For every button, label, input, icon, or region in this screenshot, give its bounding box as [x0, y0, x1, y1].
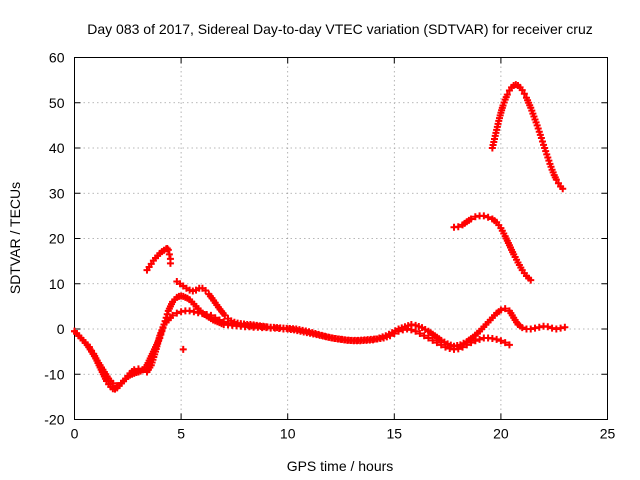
data-point — [537, 134, 545, 142]
data-point — [476, 335, 484, 343]
data-point — [538, 137, 546, 145]
data-point — [454, 345, 462, 353]
series-track-b — [71, 305, 569, 390]
data-point — [424, 334, 432, 342]
data-point — [497, 337, 505, 345]
data-point — [484, 213, 492, 221]
y-tick-label: 50 — [49, 95, 65, 111]
data-point — [429, 336, 437, 344]
data-point — [179, 345, 187, 353]
data-point — [420, 332, 428, 340]
y-tick-label: -20 — [44, 412, 64, 428]
data-point — [173, 309, 181, 317]
x-tick-label: 0 — [71, 426, 79, 442]
data-point — [559, 185, 567, 193]
x-tick-label: 25 — [600, 426, 616, 442]
series-track-g — [488, 81, 567, 193]
data-point — [501, 305, 509, 313]
data-point — [527, 276, 535, 284]
plot-frame — [74, 57, 608, 420]
data-point — [518, 324, 526, 332]
series-track-f — [450, 212, 535, 284]
data-point — [520, 90, 528, 98]
x-tick-label: 15 — [387, 426, 403, 442]
data-point — [467, 215, 475, 223]
y-tick-label: 20 — [49, 231, 65, 247]
data-point — [262, 323, 270, 331]
y-tick-label: 40 — [49, 140, 65, 156]
data-point — [503, 91, 511, 99]
tick-labels: 0 5 10 15 20 25 -20 -10 0 10 20 30 40 50 60 — [44, 50, 615, 442]
series-track-c — [143, 244, 174, 274]
y-tick-label: 60 — [49, 50, 65, 66]
data-point — [165, 250, 173, 258]
data-point — [211, 314, 219, 322]
data-point — [220, 318, 228, 326]
series-track-d — [173, 277, 270, 331]
data-point — [505, 341, 513, 349]
data-point — [113, 382, 121, 390]
data-point — [207, 311, 215, 319]
data-point — [493, 335, 501, 343]
data-point — [454, 223, 462, 231]
series-track-e — [179, 345, 187, 353]
data-point — [202, 287, 210, 295]
x-axis-label: GPS time / hours — [287, 458, 394, 474]
y-tick-label: 10 — [49, 276, 65, 292]
data-point — [164, 246, 172, 254]
x-tick-label: 10 — [280, 426, 296, 442]
data-points — [71, 81, 569, 393]
y-tick-label: 0 — [57, 321, 65, 337]
chart-title: Day 083 of 2017, Sidereal Day-to-day VTE… — [87, 21, 593, 37]
data-point — [561, 323, 569, 331]
data-point — [109, 379, 117, 387]
y-axis-label: SDTVAR / TECUs — [7, 182, 23, 294]
data-point — [166, 259, 174, 267]
data-point — [544, 323, 552, 331]
y-tick-label: 30 — [49, 185, 65, 201]
y-tick-label: -10 — [44, 366, 64, 382]
data-point — [518, 86, 526, 94]
data-point — [412, 327, 420, 335]
grid — [74, 57, 608, 420]
x-tick-label: 5 — [177, 426, 185, 442]
data-point — [480, 212, 488, 220]
data-point — [416, 330, 424, 338]
x-tick-label: 20 — [493, 426, 509, 442]
data-point — [215, 316, 223, 324]
data-point — [497, 306, 505, 314]
data-point — [501, 339, 509, 347]
data-point — [169, 311, 177, 319]
data-point — [552, 176, 560, 184]
